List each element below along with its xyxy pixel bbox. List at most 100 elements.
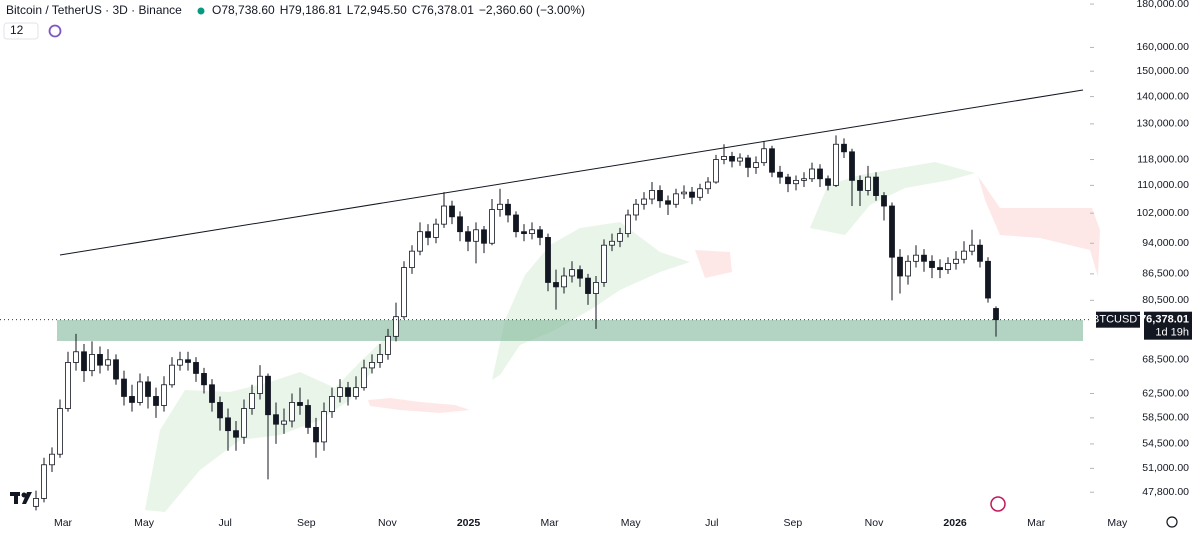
candle-body xyxy=(129,396,135,403)
candle-body xyxy=(305,405,311,428)
x-tick-label: Sep xyxy=(297,517,316,529)
x-tick-label: May xyxy=(621,517,642,529)
logo xyxy=(10,492,32,504)
candle-body xyxy=(921,254,927,262)
candle-body xyxy=(641,198,647,205)
x-tick-label: Mar xyxy=(541,517,560,529)
candle-body xyxy=(753,162,759,168)
candle-body xyxy=(369,362,375,369)
candle-body xyxy=(841,143,847,153)
candle-body xyxy=(457,216,463,233)
candle-body xyxy=(585,277,591,294)
candles xyxy=(33,135,999,511)
candle-body xyxy=(569,269,575,277)
y-tick-label: 62,500.00 xyxy=(1142,387,1189,399)
refresh-icon[interactable] xyxy=(48,24,62,38)
y-tick-label: 102,000.00 xyxy=(1136,207,1189,219)
candle-body xyxy=(249,393,255,409)
candle-body xyxy=(225,417,231,432)
candle-body xyxy=(849,151,855,181)
candle-body xyxy=(657,190,663,202)
cloud-red xyxy=(368,398,470,413)
candle-body xyxy=(409,250,415,268)
candle-body xyxy=(209,384,215,403)
candle-body xyxy=(913,254,919,262)
indicator-toggle[interactable] xyxy=(3,22,39,40)
cloud-green xyxy=(145,338,388,512)
candle-body xyxy=(353,387,359,397)
candle-body xyxy=(745,157,751,168)
x-tick-label: Jul xyxy=(705,517,718,529)
candle-body xyxy=(817,168,823,180)
x-tick-label: Mar xyxy=(54,517,73,529)
price-badge-text: 76,378.01 xyxy=(1140,314,1189,326)
candle-body xyxy=(265,375,271,416)
candle-body xyxy=(73,351,79,363)
candle-body xyxy=(337,387,343,397)
candle-body xyxy=(721,156,727,160)
candle-body xyxy=(673,193,679,205)
candle-body xyxy=(169,364,175,386)
trend-line xyxy=(59,89,1084,256)
candle-body xyxy=(809,168,815,180)
candle-body xyxy=(905,260,911,277)
candle-body xyxy=(609,240,615,246)
candle-body xyxy=(417,231,423,252)
cloud-red xyxy=(978,176,1100,277)
candle-body xyxy=(601,244,607,283)
candle-body xyxy=(825,178,831,186)
candle-body xyxy=(977,244,983,262)
x-tick-label: Jul xyxy=(218,517,231,529)
candle-body xyxy=(649,190,655,200)
candle-body xyxy=(497,203,503,210)
x-tick-label: Mar xyxy=(1027,517,1046,529)
candle-body xyxy=(801,178,807,181)
settings-icon[interactable] xyxy=(1166,516,1178,528)
x-tick-label: May xyxy=(134,517,155,529)
candle-body xyxy=(401,267,407,318)
x-tick-label: Nov xyxy=(865,517,884,529)
candle-body xyxy=(665,200,671,205)
candle-body xyxy=(985,260,991,299)
ohlc-value: L72,945.50 xyxy=(347,3,407,17)
x-tick-label: May xyxy=(1107,517,1128,529)
candle-body xyxy=(761,148,767,164)
x-tick-label: 2025 xyxy=(457,517,481,529)
candle-body xyxy=(945,262,951,271)
candle-body xyxy=(289,402,295,422)
candle-body xyxy=(49,453,55,466)
candle-body xyxy=(193,362,199,374)
candle-body xyxy=(705,181,711,190)
candle-body xyxy=(425,231,431,238)
y-tick-label: 80,500.00 xyxy=(1142,294,1189,306)
candle-body xyxy=(121,378,127,397)
candle-body xyxy=(105,359,111,366)
candle-body xyxy=(113,359,119,380)
candle-body xyxy=(889,205,895,258)
y-tick-label: 180,000.00 xyxy=(1136,0,1189,10)
event-icon[interactable] xyxy=(990,496,1006,512)
candle-body xyxy=(865,176,871,191)
candle-body xyxy=(553,282,559,288)
candle-body xyxy=(993,308,999,321)
candle-body xyxy=(537,229,543,238)
candle-body xyxy=(393,316,399,337)
x-tick-label: 2026 xyxy=(943,517,967,529)
y-tick-label: 94,000.00 xyxy=(1142,237,1189,249)
cloud-green xyxy=(492,222,690,380)
x-tick-label: Nov xyxy=(378,517,397,529)
candle-body xyxy=(881,195,887,207)
indicator-count[interactable]: 12 xyxy=(10,23,24,37)
candle-body xyxy=(449,205,455,218)
candle-body xyxy=(521,231,527,234)
candle-body xyxy=(633,203,639,216)
candle-body xyxy=(281,420,287,425)
candle-body xyxy=(489,209,495,244)
candle-body xyxy=(617,233,623,242)
candle-body xyxy=(777,171,783,178)
y-tick-label: 140,000.00 xyxy=(1136,90,1189,102)
symbol-badge xyxy=(1096,311,1140,328)
